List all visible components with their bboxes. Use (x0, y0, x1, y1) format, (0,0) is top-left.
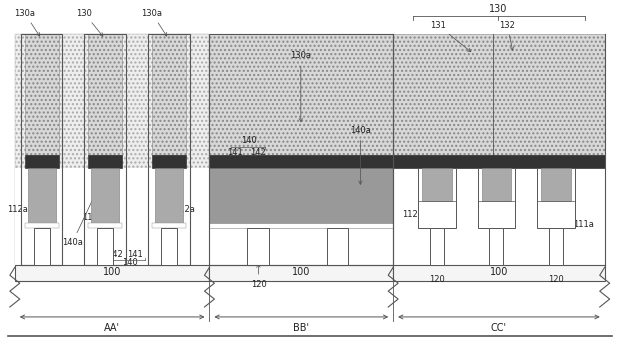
Text: 111a: 111a (559, 215, 595, 229)
Text: CC': CC' (491, 323, 507, 333)
Bar (430, 228, 444, 265)
Text: 130: 130 (489, 4, 507, 14)
Bar (489, 228, 504, 265)
Text: 130a: 130a (290, 51, 311, 122)
Bar (247, 228, 269, 265)
Bar (84, 34, 126, 265)
Bar (88, 34, 122, 155)
Bar (88, 155, 122, 168)
Text: 142: 142 (250, 148, 266, 157)
Bar (478, 168, 515, 228)
Text: 112a: 112a (481, 215, 502, 229)
Bar (418, 168, 455, 228)
Bar (481, 168, 511, 201)
Bar (393, 168, 604, 265)
Bar (91, 168, 119, 223)
Text: 100: 100 (103, 267, 121, 277)
Text: 100: 100 (489, 267, 508, 277)
Bar (210, 223, 393, 228)
Bar (210, 265, 393, 281)
Bar (393, 155, 604, 168)
Text: 140a: 140a (62, 176, 104, 247)
Bar (327, 228, 349, 265)
Text: BB': BB' (294, 323, 309, 333)
Text: 112a: 112a (402, 210, 433, 219)
Bar (25, 223, 59, 228)
Bar (210, 34, 393, 155)
Bar (15, 168, 210, 265)
Bar (25, 34, 59, 155)
Text: 130a: 130a (14, 9, 40, 36)
Bar (88, 223, 122, 228)
Text: 132: 132 (499, 21, 515, 50)
Text: 142: 142 (108, 250, 123, 259)
Text: 111a: 111a (82, 210, 104, 222)
Text: 141: 141 (227, 148, 243, 157)
Bar (393, 34, 604, 155)
Text: 112a: 112a (169, 205, 195, 214)
Text: 140a: 140a (350, 126, 371, 184)
Bar (210, 34, 393, 265)
Bar (25, 155, 59, 168)
Bar (422, 168, 452, 201)
Bar (33, 228, 49, 265)
Bar (152, 34, 185, 155)
Bar (161, 228, 177, 265)
Text: 130: 130 (77, 9, 103, 36)
Text: 120: 120 (548, 275, 564, 284)
Text: 112a: 112a (7, 205, 38, 214)
Bar (541, 168, 571, 201)
Text: 140: 140 (241, 136, 257, 145)
Text: AA': AA' (104, 323, 120, 333)
Text: 131: 131 (430, 21, 471, 52)
Bar (549, 228, 563, 265)
Text: 141: 141 (127, 250, 143, 259)
Text: 130a: 130a (142, 9, 167, 36)
Text: 120: 120 (429, 275, 445, 284)
Bar (152, 223, 185, 228)
Bar (28, 168, 56, 223)
Bar (537, 168, 575, 228)
Bar (15, 34, 210, 265)
Bar (21, 34, 62, 265)
Bar (155, 168, 183, 223)
Text: 120: 120 (252, 264, 267, 289)
Bar (393, 265, 604, 281)
Bar (15, 265, 210, 281)
Bar (152, 155, 185, 168)
Bar (210, 168, 393, 223)
Text: 100: 100 (292, 267, 310, 277)
Bar (148, 34, 190, 265)
Bar (210, 155, 393, 168)
Text: 140: 140 (122, 258, 138, 267)
Bar (97, 228, 113, 265)
